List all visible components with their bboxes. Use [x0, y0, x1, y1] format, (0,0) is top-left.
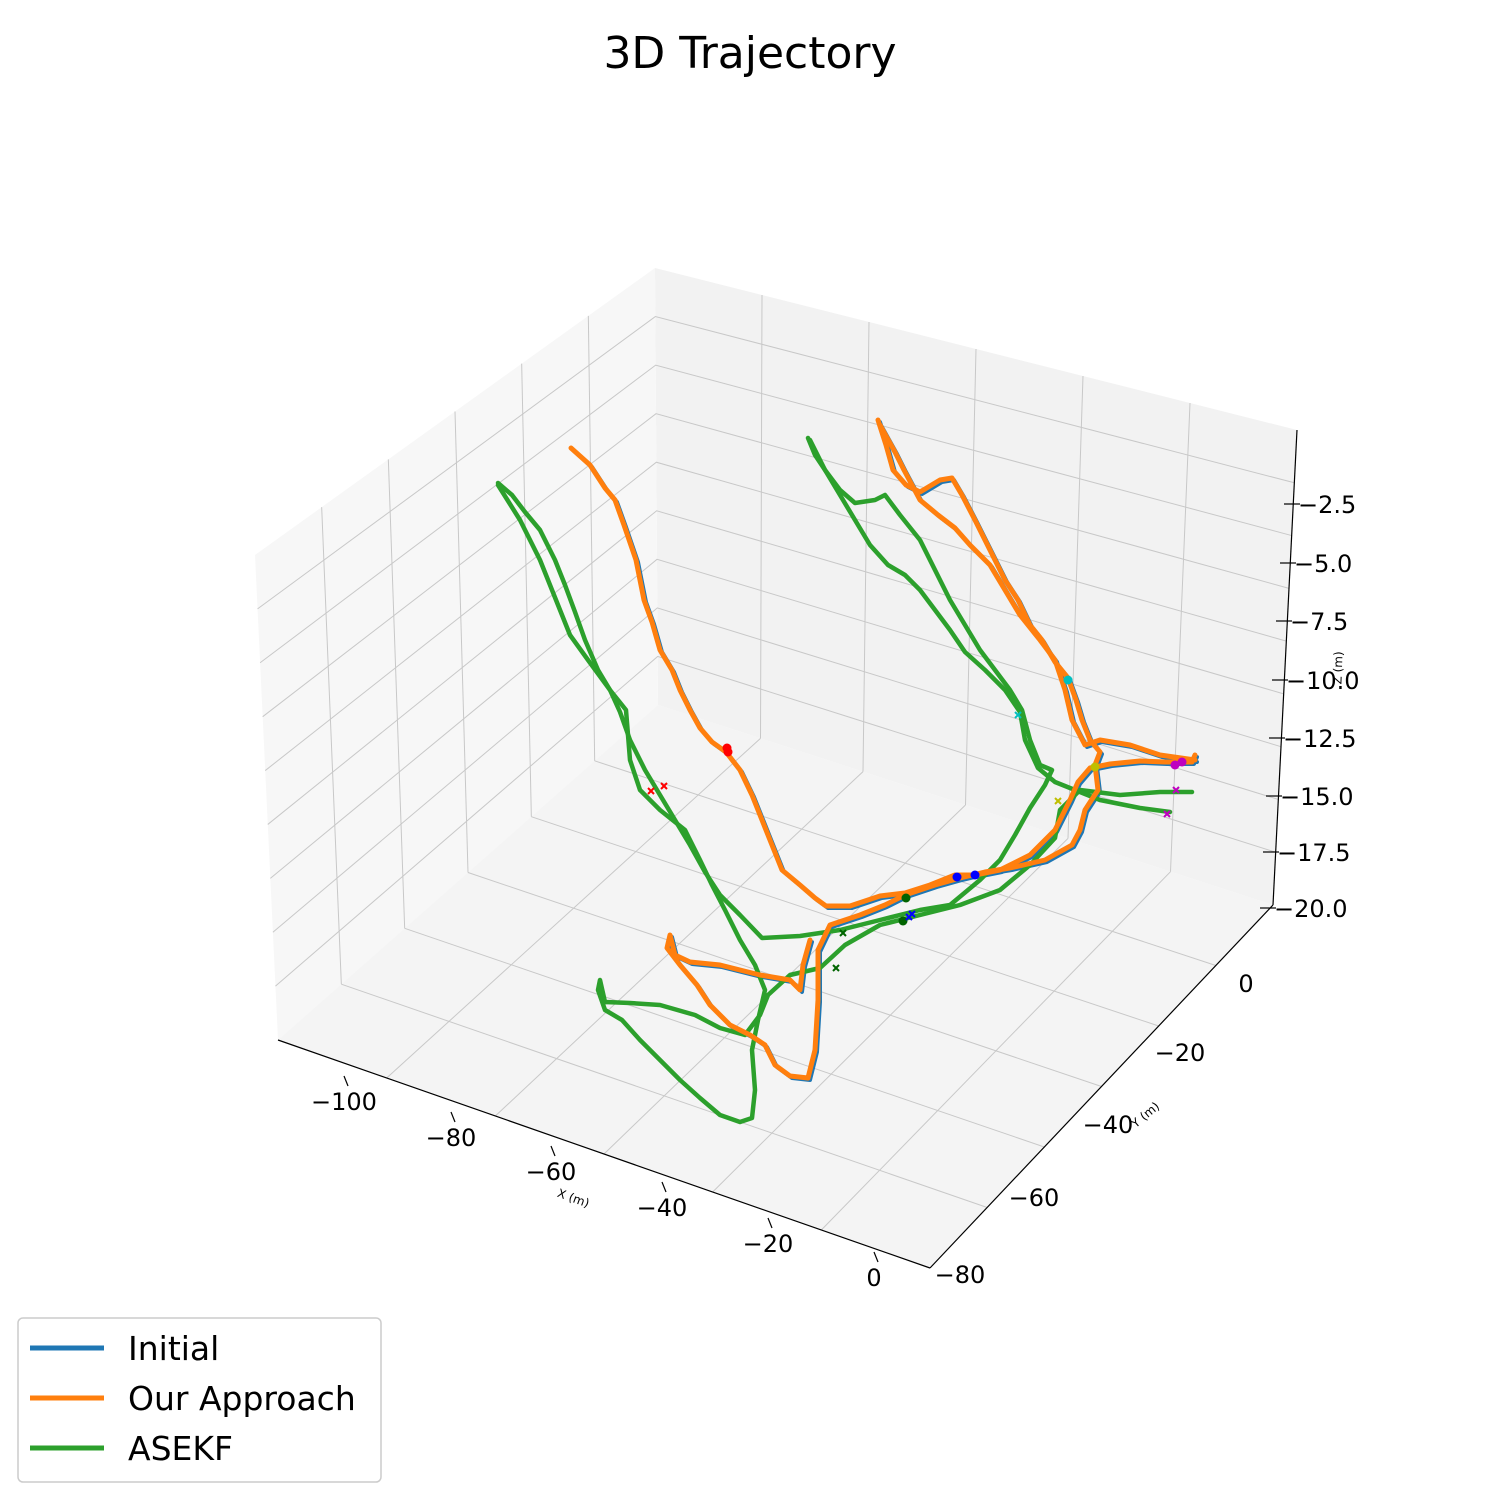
x-tick-mark — [343, 1075, 349, 1087]
event-cross-stroke — [1172, 786, 1180, 794]
y-axis-label: Y (m) — [1128, 1099, 1162, 1131]
event-cross-stroke — [1014, 711, 1022, 719]
event-cross-stroke — [1163, 810, 1171, 818]
x-tick-mark — [873, 1251, 879, 1263]
x-tick-mark — [450, 1111, 456, 1123]
x-tick-label: −80 — [426, 1124, 477, 1152]
gridline-back-vertical — [1067, 375, 1084, 839]
x-tick-label: 0 — [866, 1264, 881, 1292]
gridline-side-vertical — [387, 459, 406, 929]
event-cross-stroke — [660, 782, 668, 790]
event-cross-stroke — [839, 929, 847, 937]
gridline-back-vertical — [760, 294, 763, 739]
x-tick-mark — [661, 1181, 667, 1193]
gridline-back-vertical — [965, 348, 977, 806]
event-dot — [970, 870, 980, 880]
x-tick-label: −100 — [311, 1088, 377, 1116]
z-tick-label: −5.0 — [1294, 550, 1352, 578]
event-cross-stroke — [1054, 797, 1062, 805]
x-tick-label: −20 — [743, 1230, 794, 1258]
event-cross-stroke — [832, 964, 840, 972]
z-axis-line — [1272, 429, 1298, 906]
y-tick-label: 0 — [1238, 970, 1253, 998]
our-approach-path-a — [568, 445, 1198, 909]
y-axis-line — [929, 904, 1274, 1269]
event-cross — [1054, 797, 1062, 805]
gridline-side-vertical — [454, 411, 469, 873]
event-dot — [901, 893, 911, 903]
y-tick-label: −80 — [935, 1261, 986, 1289]
event-markers — [647, 675, 1187, 972]
z-tick-label: −2.5 — [1298, 491, 1356, 519]
y-tick-label: −20 — [1155, 1039, 1206, 1067]
z-tick-label: −20.0 — [1274, 895, 1348, 923]
event-cross — [832, 964, 840, 972]
legend-item-asekf: ASEKF — [30, 1429, 233, 1468]
trajectories — [495, 417, 1199, 1125]
chart-title: 3D Trajectory — [603, 28, 896, 79]
legend: Initial Our Approach ASEKF — [17, 1317, 382, 1483]
z-tick-label: −17.5 — [1277, 839, 1351, 867]
event-dot — [1063, 675, 1073, 685]
z-axis-label: Z (m) — [1330, 651, 1345, 685]
asekf-path-c — [807, 437, 1173, 815]
gridline-floor-x — [820, 871, 1171, 1231]
event-cross — [647, 787, 655, 795]
event-cross — [839, 929, 847, 937]
gridline-side-vertical — [321, 507, 342, 985]
event-dot — [898, 916, 908, 926]
x-axis-label: X (m) — [555, 1186, 591, 1210]
x-tick-label: −60 — [526, 1158, 577, 1186]
gridline-back-vertical — [862, 321, 870, 772]
tick-labels: −100 −80 −60 −40 −20 0 0 −20 −40 −60 −80 −2.5 −5.0 −7… — [311, 491, 1360, 1292]
event-dot — [1177, 757, 1187, 767]
z-tick-label: −12.5 — [1283, 725, 1357, 753]
y-tick-label: −60 — [1009, 1184, 1060, 1212]
axes-panes — [255, 268, 1297, 1268]
z-tick-label: −10.0 — [1286, 667, 1360, 695]
gridline-side-vertical — [521, 363, 532, 817]
x-tick-mark — [550, 1145, 556, 1157]
event-dot — [722, 743, 732, 753]
y-tick-label: −40 — [1083, 1111, 1134, 1139]
event-cross — [660, 782, 668, 790]
event-cross — [1014, 711, 1022, 719]
z-tick-label: −15.0 — [1280, 783, 1354, 811]
our-approach-path-b — [664, 417, 1103, 1081]
legend-item-initial: Initial — [30, 1329, 219, 1368]
event-dot — [1090, 762, 1100, 772]
event-cross — [1163, 810, 1171, 818]
event-cross — [1172, 786, 1180, 794]
side-pane — [255, 268, 658, 1040]
legend-box — [17, 1317, 382, 1483]
event-cross — [908, 910, 916, 918]
legend-label-initial: Initial — [128, 1329, 219, 1368]
legend-item-our-approach: Our Approach — [30, 1379, 356, 1418]
event-cross-stroke — [647, 787, 655, 795]
event-cross-stroke — [908, 910, 916, 918]
gridline-side-vertical — [587, 315, 596, 761]
legend-label-asekf: ASEKF — [128, 1429, 233, 1468]
x-tick-mark — [767, 1217, 773, 1229]
asekf-path-b — [495, 482, 1195, 1125]
event-dot — [1170, 760, 1180, 770]
our-approach-path-c — [877, 422, 1198, 763]
event-dot — [952, 872, 962, 882]
x-tick-label: −40 — [637, 1194, 688, 1222]
z-tick-label: −7.5 — [1290, 608, 1348, 636]
x-axis-line — [277, 1039, 931, 1269]
legend-label-our-approach: Our Approach — [128, 1379, 356, 1418]
axis-lines — [277, 429, 1300, 1269]
